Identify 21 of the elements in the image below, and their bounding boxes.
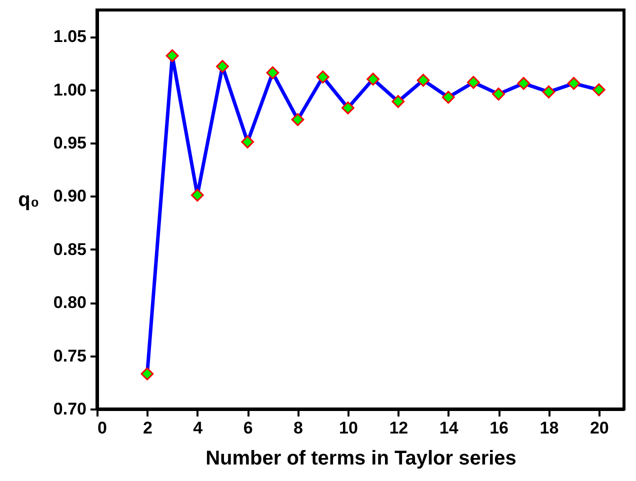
x-tick-label: 2 xyxy=(142,418,152,438)
y-tick-label: 1.05 xyxy=(53,27,86,46)
y-tick-label: 0.75 xyxy=(53,346,86,366)
y-tick-label: 0.95 xyxy=(53,134,86,152)
x-tick-label: 10 xyxy=(338,418,358,438)
y-tick-label: 0.80 xyxy=(53,293,86,312)
x-tick-label: 6 xyxy=(243,418,253,438)
x-tick-label: 8 xyxy=(294,418,303,438)
y-tick-label: 0.90 xyxy=(53,186,86,206)
x-tick-label: 12 xyxy=(389,418,408,438)
x-tick-label: 20 xyxy=(590,418,609,438)
y-tick-label: 1.00 xyxy=(53,80,86,100)
y-axis-title: q₀ xyxy=(18,189,40,211)
y-tick-label: 0.70 xyxy=(53,400,86,418)
x-tick-label: 18 xyxy=(540,418,559,438)
x-tick-label: 0 xyxy=(98,418,107,438)
y-tick-label: 0.85 xyxy=(53,240,86,259)
x-tick-label: 4 xyxy=(193,418,204,438)
x-axis-title: Number of terms in Taylor series xyxy=(206,448,516,470)
x-tick-label: 14 xyxy=(439,418,459,438)
x-tick-label: 16 xyxy=(490,418,508,438)
